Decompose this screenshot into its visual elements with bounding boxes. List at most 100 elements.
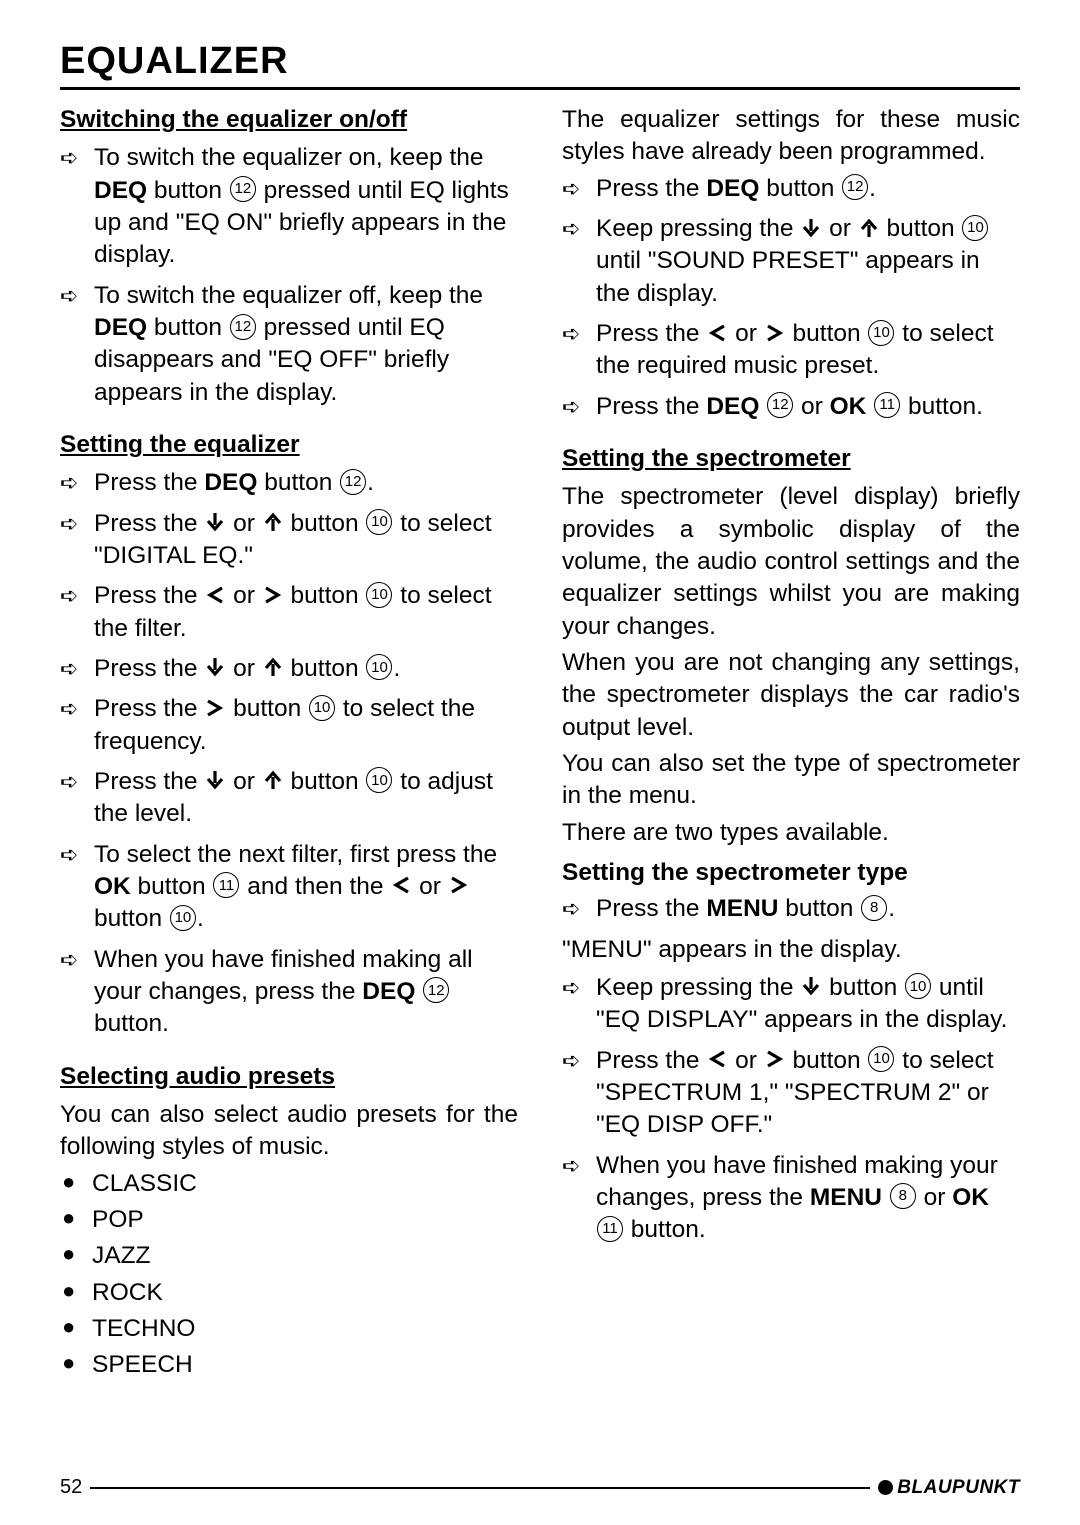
step: ➪ Press the or button 10 to select the r… [562,318,1020,383]
left-icon [204,584,226,606]
step-text: Press the DEQ 12 or OK 11 button. [596,391,1020,423]
step-text: Press the or button 10 to adjust the lev… [94,766,518,831]
left-icon [706,322,728,344]
arrow-icon: ➪ [562,318,596,383]
preset-label: JAZZ [92,1240,151,1272]
step-text: Press the or button 10 to select "DIGITA… [94,508,518,573]
brand-logo: BLAUPUNKT [878,1477,1020,1499]
arrow-icon: ➪ [562,1150,596,1247]
page-title: EQUALIZER [60,40,1020,90]
right-column: The equalizer settings for these music s… [562,104,1020,1385]
preset-item: ●SPEECH [60,1349,518,1381]
ref-12-icon: 12 [423,977,449,1003]
preset-label: TECHNO [92,1313,195,1345]
arrow-icon: ➪ [562,173,596,205]
preset-label: ROCK [92,1277,163,1309]
heading-switching: Switching the equalizer on/off [60,104,518,136]
ref-8-icon: 8 [861,895,887,921]
ref-10-icon: 10 [366,654,392,680]
bullet-icon: ● [62,1277,92,1309]
arrow-icon: ➪ [60,142,94,271]
arrow-icon: ➪ [60,693,94,758]
ref-12-icon: 12 [230,176,256,202]
step-text: Press the or button 10 to select the fil… [94,580,518,645]
step-text: Keep pressing the or button 10 until "SO… [596,213,1020,310]
step: ➪ Press the button 10 to select the freq… [60,693,518,758]
step: ➪ Press the MENU button 8. [562,893,1020,925]
step: ➪ Press the or button 10 to select "SPEC… [562,1045,1020,1142]
heading-spectro-type: Setting the spectrometer type [562,857,1020,889]
bullet-icon: ● [62,1204,92,1236]
ref-10-icon: 10 [905,973,931,999]
up-icon [262,511,284,533]
right-icon [448,874,470,896]
arrow-icon: ➪ [60,839,94,936]
step: ➪ When you have finished making all your… [60,944,518,1041]
bullet-icon: ● [62,1168,92,1200]
step-text: When you have finished making your chang… [596,1150,1020,1247]
arrow-icon: ➪ [562,893,596,925]
ref-12-icon: 12 [842,174,868,200]
heading-setting-eq: Setting the equalizer [60,429,518,461]
right-icon [262,584,284,606]
step-text: Press the button 10 to select the freque… [94,693,518,758]
step: ➪ Press the DEQ button 12. [60,467,518,499]
step: ➪ When you have finished making your cha… [562,1150,1020,1247]
bullet-icon: ● [62,1240,92,1272]
footer-rule [90,1487,870,1489]
ref-10-icon: 10 [366,767,392,793]
step-text: To switch the equalizer off, keep the DE… [94,280,518,409]
arrow-icon: ➪ [60,653,94,685]
up-icon [858,217,880,239]
ref-10-icon: 10 [309,695,335,721]
step-text: To switch the equalizer on, keep the DEQ… [94,142,518,271]
step: ➪ Press the or button 10 to adjust the l… [60,766,518,831]
preset-item: ●CLASSIC [60,1168,518,1200]
heading-spectrometer: Setting the spectrometer [562,443,1020,475]
step-text: Press the or button 10. [94,653,518,685]
ref-11-icon: 11 [597,1216,623,1242]
down-icon [800,217,822,239]
down-icon [204,656,226,678]
step: ➪ To switch the equalizer off, keep the … [60,280,518,409]
ref-10-icon: 10 [366,582,392,608]
ref-12-icon: 12 [340,469,366,495]
arrow-icon: ➪ [60,467,94,499]
arrow-icon: ➪ [562,1045,596,1142]
ref-10-icon: 10 [170,905,196,931]
intro-text: The equalizer settings for these music s… [562,104,1020,169]
spectro-p3: You can also set the type of spectromete… [562,748,1020,813]
brand-name: BLAUPUNKT [897,1477,1020,1499]
left-column: Switching the equalizer on/off ➪ To swit… [60,104,518,1385]
bullet-icon: ● [62,1349,92,1381]
arrow-icon: ➪ [60,280,94,409]
step: ➪ Press the or button 10 to select "DIGI… [60,508,518,573]
arrow-icon: ➪ [60,944,94,1041]
arrow-icon: ➪ [562,391,596,423]
down-icon [800,975,822,997]
right-icon [764,322,786,344]
preset-item: ●POP [60,1204,518,1236]
heading-presets: Selecting audio presets [60,1061,518,1093]
down-icon [204,511,226,533]
ref-10-icon: 10 [962,215,988,241]
step-text: Press the DEQ button 12. [94,467,518,499]
up-icon [262,769,284,791]
preset-item: ●JAZZ [60,1240,518,1272]
arrow-icon: ➪ [60,508,94,573]
presets-list: ●CLASSIC●POP●JAZZ●ROCK●TECHNO●SPEECH [60,1168,518,1382]
ref-8-icon: 8 [890,1183,916,1209]
left-icon [390,874,412,896]
step-text: Press the or button 10 to select "SPECTR… [596,1045,1020,1142]
left-icon [706,1048,728,1070]
step: ➪ Keep pressing the button 10 until "EQ … [562,972,1020,1037]
arrow-icon: ➪ [60,766,94,831]
page-number: 52 [60,1476,82,1499]
ref-11-icon: 11 [213,872,239,898]
ref-10-icon: 10 [366,509,392,535]
right-icon [204,697,226,719]
preset-item: ●ROCK [60,1277,518,1309]
arrow-icon: ➪ [60,580,94,645]
menu-note: "MENU" appears in the display. [562,934,1020,966]
preset-label: CLASSIC [92,1168,197,1200]
